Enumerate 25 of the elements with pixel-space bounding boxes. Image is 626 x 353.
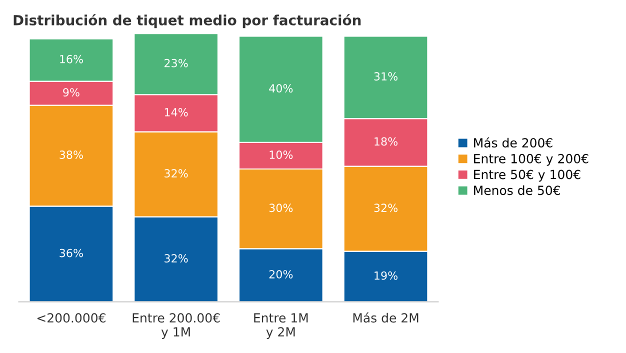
data-label: 38% — [60, 150, 83, 159]
data-label: 20% — [269, 270, 293, 278]
chart-title: Distribución de tiquet medio por facturación — [14, 14, 361, 28]
data-label: 18% — [374, 137, 398, 146]
data-label: 19% — [374, 271, 398, 280]
data-label: 23% — [164, 58, 188, 68]
legend-label: Entre 100€ y 200€ — [474, 154, 588, 166]
x-tick-label: Más de 2M — [353, 312, 418, 323]
x-tick-label: Entre 1M y 2M — [254, 313, 308, 340]
x-tick-label: <200.000€ — [37, 313, 106, 323]
legend-label: Entre 50€ y 100€ — [474, 170, 580, 182]
x-tick-label: Entre 200.00€ y 1M — [132, 313, 220, 340]
data-label: 10% — [270, 150, 293, 159]
data-label: 31% — [374, 72, 398, 81]
legend-label: Menos de 50€ — [474, 185, 560, 196]
data-label: 32% — [164, 169, 188, 178]
data-label: 32% — [374, 204, 398, 212]
data-label: 30% — [269, 204, 293, 212]
data-label: 36% — [60, 248, 83, 258]
data-label: 14% — [164, 108, 188, 116]
data-label: 40% — [269, 84, 293, 93]
legend-label: Más de 200€ — [474, 137, 552, 148]
data-label: 9% — [63, 88, 80, 97]
data-label: 32% — [164, 254, 188, 263]
data-label: 16% — [60, 54, 83, 64]
